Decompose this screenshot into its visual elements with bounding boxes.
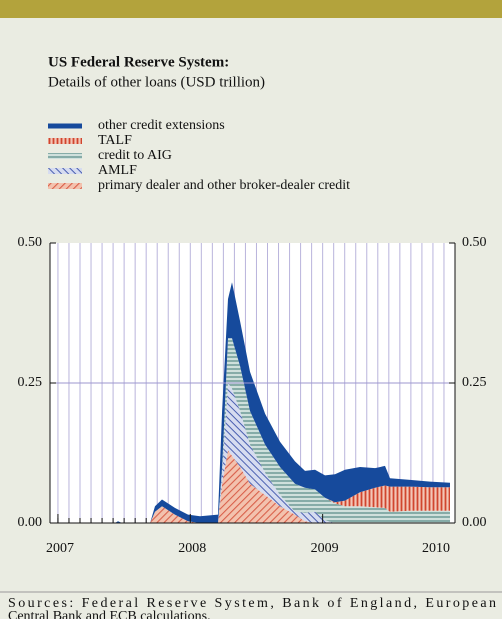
x-tick-label: 2010 — [422, 541, 450, 556]
y-tick-label: 0.50 — [462, 235, 487, 250]
area — [50, 383, 450, 523]
x-tick-label: 2008 — [178, 541, 206, 556]
legend-label: TALF — [98, 133, 132, 148]
legend-label: primary dealer and other broker-dealer c… — [98, 178, 350, 193]
header-band — [0, 0, 502, 18]
y-tick-label: 0.25 — [462, 375, 487, 390]
chart-subtitle: Details of other loans (USD trillion) — [48, 74, 265, 90]
x-tick-label: 2007 — [46, 541, 74, 556]
y-tick-label: 0.25 — [18, 375, 43, 390]
legend-swatch — [48, 138, 82, 144]
area — [50, 450, 450, 523]
y-tick-label: 0.00 — [462, 515, 487, 530]
x-tick-label: 2009 — [311, 541, 339, 556]
source-line: Central Bank and ECB calculations. — [8, 609, 211, 619]
area — [50, 282, 450, 523]
legend-swatch — [48, 153, 82, 159]
legend-label: other credit extensions — [98, 118, 225, 133]
legend-swatch — [48, 168, 82, 174]
legend-swatch — [48, 123, 82, 129]
legend-label: credit to AIG — [98, 148, 172, 163]
legend-label: AMLF — [98, 163, 137, 178]
y-tick-label: 0.00 — [18, 515, 43, 530]
source-line: Sources: Federal Reserve System, Bank of… — [8, 596, 496, 611]
chart-title: US Federal Reserve System: — [48, 54, 229, 70]
area — [50, 338, 450, 523]
y-tick-label: 0.50 — [18, 235, 43, 250]
legend-swatch — [48, 183, 82, 189]
area — [50, 338, 450, 523]
